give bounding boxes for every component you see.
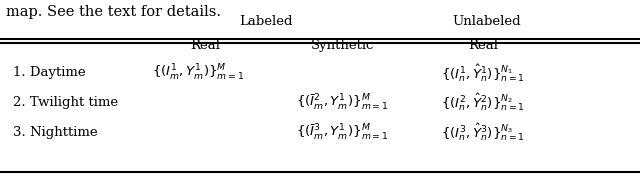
Text: $\{(\bar{I}_m^2, Y_m^1)\}_{m=1}^{M}$: $\{(\bar{I}_m^2, Y_m^1)\}_{m=1}^{M}$ [296,93,388,112]
Text: 1. Daytime: 1. Daytime [13,66,85,79]
Text: 2. Twilight time: 2. Twilight time [13,96,118,109]
Text: $\{(\bar{I}_m^3, Y_m^1)\}_{m=1}^{M}$: $\{(\bar{I}_m^3, Y_m^1)\}_{m=1}^{M}$ [296,122,388,142]
Text: Real: Real [190,39,220,52]
Text: 3. Nighttime: 3. Nighttime [13,126,97,139]
Text: Synthetic: Synthetic [310,39,374,52]
Text: map. See the text for details.: map. See the text for details. [6,5,221,19]
Text: $\{(I_n^1, \hat{Y}_n^1)\}_{n=1}^{N_1}$: $\{(I_n^1, \hat{Y}_n^1)\}_{n=1}^{N_1}$ [441,62,525,84]
Text: $\{(I_n^3, \hat{Y}_n^3)\}_{n=1}^{N_3}$: $\{(I_n^3, \hat{Y}_n^3)\}_{n=1}^{N_3}$ [441,122,525,143]
Text: $\{(I_n^2, \hat{Y}_n^2)\}_{n=1}^{N_2}$: $\{(I_n^2, \hat{Y}_n^2)\}_{n=1}^{N_2}$ [441,92,525,113]
Text: Labeled: Labeled [239,15,292,28]
Text: $\{(I_m^1, Y_m^1)\}_{m=1}^{M}$: $\{(I_m^1, Y_m^1)\}_{m=1}^{M}$ [152,63,244,83]
Text: Unlabeled: Unlabeled [452,15,521,28]
Text: Real: Real [468,39,498,52]
